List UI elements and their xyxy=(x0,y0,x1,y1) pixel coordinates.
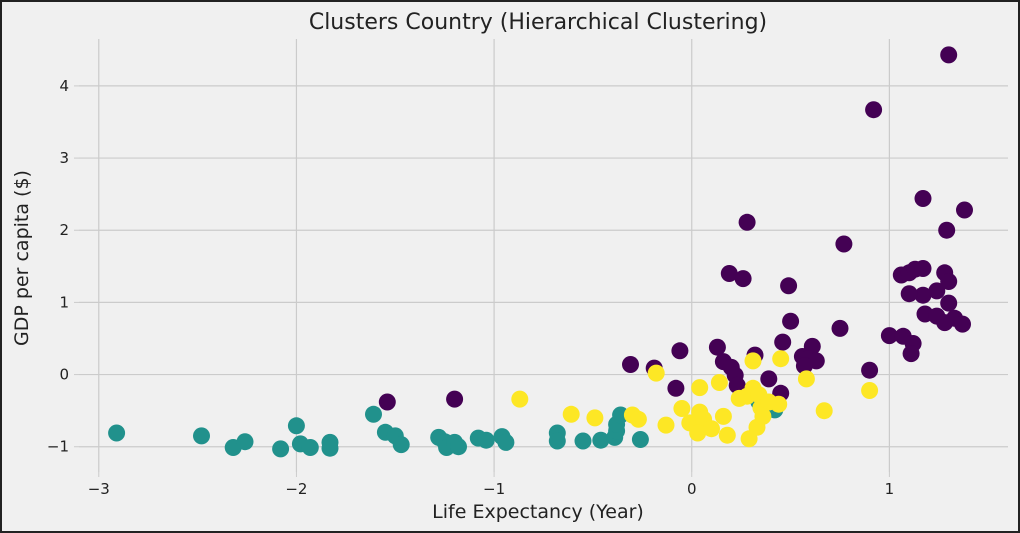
cluster-2-point xyxy=(657,416,675,434)
cluster-0-point xyxy=(738,213,756,231)
cluster-2-point xyxy=(703,420,720,438)
cluster-0-point xyxy=(446,390,464,408)
cluster-1-point xyxy=(301,439,319,456)
cluster-2-point xyxy=(562,405,580,423)
cluster-2-point xyxy=(691,379,709,397)
cluster-1-point xyxy=(477,431,495,449)
cluster-1-point xyxy=(287,417,305,435)
cluster-1-point xyxy=(574,432,592,450)
cluster-1-point xyxy=(321,439,339,457)
cluster-2-point xyxy=(689,424,707,442)
cluster-1-point xyxy=(497,433,515,451)
cluster-2-point xyxy=(744,352,762,370)
x-tick-label: −1 xyxy=(483,480,505,498)
x-tick-label: −3 xyxy=(88,480,110,498)
cluster-0-point xyxy=(861,361,879,379)
y-tick-label: 3 xyxy=(59,149,69,167)
cluster-0-point xyxy=(720,265,738,282)
cluster-0-point xyxy=(708,338,726,356)
cluster-2-point xyxy=(511,390,529,408)
cluster-0-point xyxy=(914,260,932,277)
cluster-0-point xyxy=(902,345,920,363)
chart-title: Clusters Country (Hierarchical Clusterin… xyxy=(309,10,767,35)
cluster-0-point xyxy=(378,393,396,411)
cluster-2-point xyxy=(754,407,772,425)
cluster-0-point xyxy=(671,342,689,360)
cluster-1-point xyxy=(108,424,126,442)
cluster-2-point xyxy=(714,407,732,425)
cluster-2-point xyxy=(647,364,665,382)
cluster-0-point xyxy=(956,201,973,219)
point-layer xyxy=(108,46,973,458)
cluster-0-point xyxy=(782,312,800,330)
cluster-2-point xyxy=(815,402,833,420)
cluster-2-point xyxy=(861,382,879,399)
cluster-1-point xyxy=(193,427,210,445)
cluster-2-point xyxy=(710,374,728,391)
cluster-0-point xyxy=(938,221,956,239)
cluster-0-point xyxy=(914,190,932,207)
x-axis-label: Life Expectancy (Year) xyxy=(432,501,644,523)
x-tick-label: −2 xyxy=(285,480,307,498)
cluster-0-point xyxy=(667,379,685,397)
cluster-0-point xyxy=(728,376,746,394)
cluster-0-point xyxy=(795,357,813,375)
cluster-2-point xyxy=(718,426,736,444)
cluster-1-point xyxy=(236,433,254,451)
cluster-1-point xyxy=(592,431,610,449)
cluster-0-point xyxy=(900,285,918,303)
y-tick-label: 1 xyxy=(59,293,69,311)
cluster-1-point xyxy=(365,405,382,423)
cluster-0-point xyxy=(940,46,958,64)
cluster-0-point xyxy=(831,319,849,337)
cluster-1-point xyxy=(272,440,290,458)
cluster-0-point xyxy=(835,235,853,253)
x-tick-label: 0 xyxy=(687,480,697,498)
x-tick-label: 1 xyxy=(885,480,895,498)
cluster-0-point xyxy=(865,101,883,119)
cluster-0-point xyxy=(954,315,971,333)
y-axis-label: GDP per capita ($) xyxy=(11,170,33,346)
cluster-0-point xyxy=(928,282,946,300)
cluster-1-point xyxy=(548,432,566,450)
cluster-1-point xyxy=(612,406,630,424)
cluster-2-point xyxy=(586,409,604,427)
cluster-0-point xyxy=(774,333,792,351)
cluster-2-point xyxy=(740,430,758,448)
y-tick-label: 2 xyxy=(59,221,69,239)
cluster-0-point xyxy=(936,314,954,332)
y-tick-label: 4 xyxy=(59,77,69,95)
cluster-0-point xyxy=(780,277,798,295)
cluster-2-point xyxy=(629,410,647,428)
y-tick-label: −1 xyxy=(47,438,69,456)
cluster-0-point xyxy=(734,270,752,288)
cluster-0-point xyxy=(914,286,932,304)
cluster-0-point xyxy=(622,356,639,373)
cluster-0-point xyxy=(880,327,898,345)
tick-layer: −3 −2 −1 0 1 −1 0 1 2 3 4 xyxy=(47,77,894,498)
cluster-0-point xyxy=(940,273,958,290)
y-tick-label: 0 xyxy=(59,366,69,384)
cluster-2-point xyxy=(770,395,788,413)
cluster-1-point xyxy=(631,431,649,448)
cluster-2-point xyxy=(797,370,815,388)
cluster-2-point xyxy=(772,350,790,368)
cluster-2-point xyxy=(673,400,691,417)
cluster-0-point xyxy=(760,370,778,388)
cluster-1-point xyxy=(392,436,410,454)
cluster-1-point xyxy=(450,438,467,456)
cluster-0-point xyxy=(940,294,958,312)
